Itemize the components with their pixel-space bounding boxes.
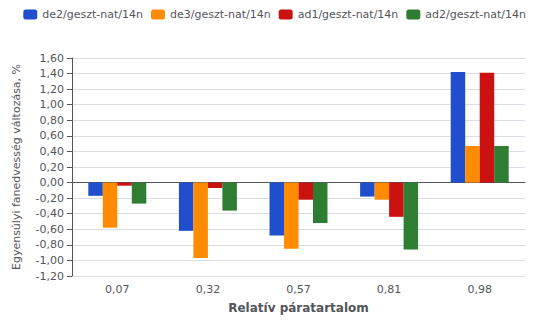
svg-text:0,98: 0,98: [467, 283, 492, 296]
svg-text:0,60: 0,60: [40, 129, 65, 142]
svg-text:0,07: 0,07: [105, 283, 130, 296]
svg-text:Relatív páratartalom: Relatív páratartalom: [228, 301, 369, 315]
svg-text:0,80: 0,80: [40, 114, 65, 127]
svg-text:-1,00: -1,00: [36, 254, 64, 267]
svg-text:de2/geszt-nat/14n: de2/geszt-nat/14n: [42, 8, 143, 21]
svg-text:Egyensúlyi fanedvesség változá: Egyensúlyi fanedvesség változása, %: [10, 64, 23, 270]
svg-text:ad1/geszt-nat/14n: ad1/geszt-nat/14n: [298, 8, 399, 21]
svg-text:de3/geszt-nat/14n: de3/geszt-nat/14n: [170, 8, 271, 21]
svg-text:-0,40: -0,40: [36, 207, 64, 220]
svg-text:1,00: 1,00: [40, 98, 65, 111]
svg-text:0,40: 0,40: [40, 145, 65, 158]
svg-text:0,57: 0,57: [286, 283, 311, 296]
svg-text:1,60: 1,60: [40, 52, 65, 65]
svg-text:1,40: 1,40: [40, 67, 65, 80]
svg-text:-0,60: -0,60: [36, 223, 64, 236]
svg-text:ad2/geszt-nat/14n: ad2/geszt-nat/14n: [425, 8, 526, 21]
svg-text:-1,20: -1,20: [36, 270, 64, 283]
svg-text:0,00: 0,00: [40, 176, 65, 189]
svg-text:0,32: 0,32: [196, 283, 221, 296]
svg-text:-0,20: -0,20: [36, 192, 64, 205]
svg-text:0,81: 0,81: [377, 283, 402, 296]
svg-text:0,20: 0,20: [40, 161, 65, 174]
svg-text:-0,80: -0,80: [36, 238, 64, 251]
svg-text:1,20: 1,20: [40, 83, 65, 96]
